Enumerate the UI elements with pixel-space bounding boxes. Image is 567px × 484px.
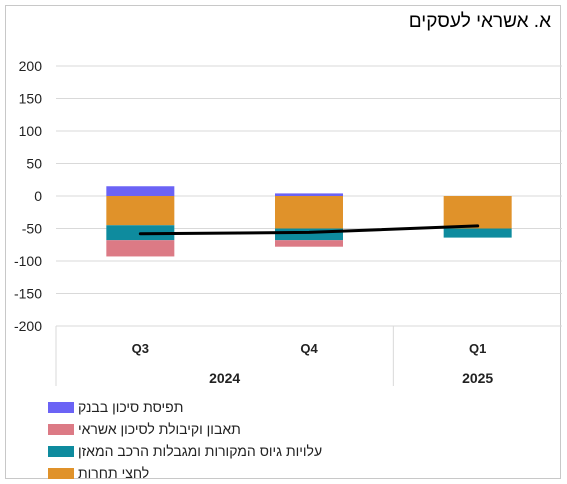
y-tick-label: 150: [19, 91, 43, 107]
legend-swatch: [48, 467, 74, 479]
y-tick-label: -150: [14, 286, 42, 302]
bar-segment: [443, 196, 512, 229]
x-group-label: 2025: [462, 370, 493, 386]
x-tick-label: Q4: [300, 341, 318, 356]
bar-segment: [275, 240, 343, 247]
legend-label: לחצי תחרות: [78, 465, 150, 481]
bar-segment: [106, 240, 175, 257]
bar-segment: [275, 193, 343, 196]
legend-swatch: [48, 445, 74, 457]
x-tick-label: Q3: [132, 341, 149, 356]
y-tick-label: 50: [26, 156, 42, 172]
y-tick-label: 0: [34, 188, 42, 204]
bar-segment: [106, 196, 175, 226]
bar-segment: [275, 228, 343, 241]
legend-label: עלויות גיוס המקורות ומגבלות הרכב המאזן: [78, 443, 323, 459]
legend-label: תפיסת סיכון בבנק: [78, 399, 184, 415]
y-tick-label: -50: [22, 221, 42, 237]
chart-title: א. אשראי לעסקים: [408, 11, 551, 32]
legend-swatch: [48, 401, 74, 413]
y-tick-label: -100: [14, 253, 42, 269]
line-series: [138, 224, 480, 236]
legend-label: תאבון וקיבולת לסיכון אשראי: [78, 421, 241, 437]
y-tick-label: 100: [19, 123, 43, 139]
x-tick-label: Q1: [469, 341, 486, 356]
legend-item: עלויות גיוס המקורות ומגבלות הרכב המאזן: [48, 440, 388, 462]
y-tick-label: -200: [14, 318, 42, 334]
bar-segment: [443, 228, 512, 238]
bar-segment: [106, 186, 175, 196]
x-group-label: 2024: [209, 370, 240, 386]
y-tick-label: 200: [19, 58, 43, 74]
legend-swatch: [48, 423, 74, 435]
legend-item: לחצי תחרות: [48, 462, 388, 484]
legend: תפיסת סיכון בבנק תאבון וקיבולת לסיכון אשר…: [48, 396, 388, 484]
bar-segment: [275, 196, 343, 229]
legend-item: תאבון וקיבולת לסיכון אשראי: [48, 418, 388, 440]
legend-item: תפיסת סיכון בבנק: [48, 396, 388, 418]
